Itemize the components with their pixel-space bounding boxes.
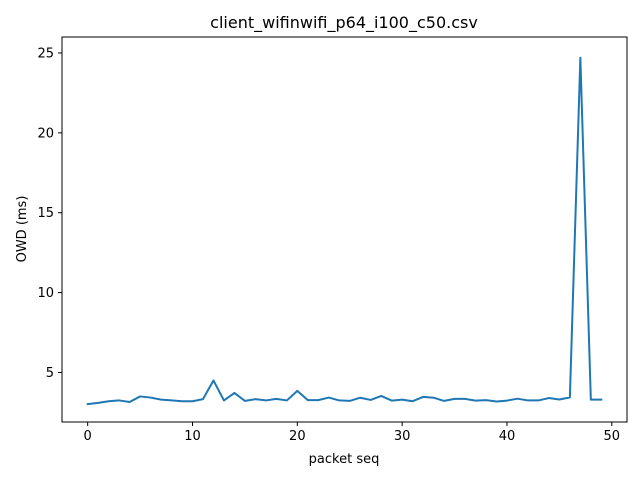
x-tick-label: 30 [394, 429, 411, 444]
x-tick-label: 10 [184, 429, 201, 444]
x-tick-label: 20 [289, 429, 306, 444]
y-tick-label: 10 [37, 286, 54, 301]
y-axis-ticks: 5 10 15 20 25 [37, 46, 62, 381]
series-line [86, 56, 603, 406]
y-tick-label: 5 [46, 366, 54, 381]
y-tick-label: 15 [37, 206, 54, 221]
x-tick-label: 50 [604, 429, 621, 444]
series-layer [86, 56, 603, 406]
x-tick-label: 0 [84, 429, 92, 444]
plot-frame [61, 36, 628, 423]
x-axis-ticks: 0 10 20 30 40 50 [84, 422, 621, 444]
x-axis-label: packet seq [309, 452, 380, 467]
x-tick-label: 40 [499, 429, 516, 444]
y-axis-label: OWD (ms) [15, 196, 30, 263]
y-tick-label: 20 [37, 126, 54, 141]
chart-title: client_wifinwifi_p64_i100_c50.csv [210, 13, 478, 33]
y-tick-label: 25 [37, 46, 54, 61]
